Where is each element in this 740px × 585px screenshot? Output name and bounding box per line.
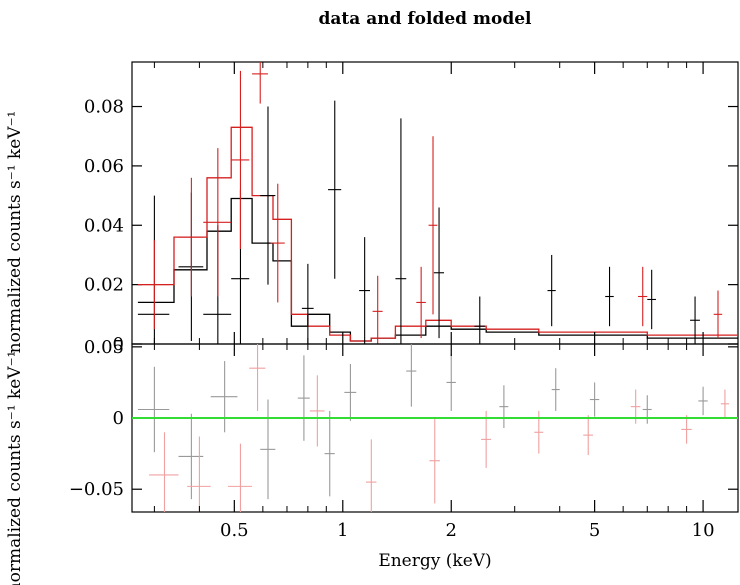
bottom-data-point-0 [137,366,170,453]
top-data-point-0 [301,263,314,344]
bottom-data-point-0 [260,399,276,500]
top-data-point-0 [137,195,170,344]
top-panel-frame [131,61,739,345]
chart-title: data and folded model [319,9,533,29]
x-tick-label: 0.5 [220,520,249,541]
bottom-y-axis-label: normalized counts s⁻¹ keV⁻¹ [5,351,25,585]
x-ticks: 0.5 1 2 5 10 [153,62,715,541]
bottom-data-point-0 [446,353,456,411]
top-data-point-0 [474,296,485,344]
bottom-data-point-1 [187,436,211,512]
bottom-data-point-0 [297,355,310,441]
top-data-point-1 [416,266,426,339]
top-data-point-0 [260,106,276,285]
bottom-data-point-1 [681,415,692,444]
bottom-data-point-0 [551,368,560,411]
top-data-point-1 [178,177,204,297]
top-data-point-0 [690,296,700,344]
bottom-data-point-0 [406,344,417,407]
bottom-ytick-label: 0.05 [84,337,124,358]
bottom-data-point-0 [210,361,238,433]
top-data-point-1 [252,62,268,104]
top-ytick-label: 0 [113,334,124,355]
top-data-point-0 [328,100,342,279]
x-axis-label: Energy (keV) [378,551,491,571]
top-data-points [137,62,723,344]
top-ytick-label: 0.06 [84,156,124,177]
top-data-point-1 [270,183,285,303]
bottom-data-point-0 [698,386,708,416]
top-y-ticks: 0 0.02 0.04 0.06 0.08 [84,97,738,355]
top-data-point-1 [428,136,438,315]
top-data-point-1 [231,70,250,250]
bottom-data-point-0 [344,363,357,421]
x-tick-label: 5 [589,520,600,541]
top-data-point-0 [395,118,407,344]
top-data-point-0 [359,237,371,344]
top-data-point-1 [137,240,170,330]
x-tick-label: 10 [692,520,715,541]
top-y-axis-label: normalized counts s⁻¹ keV⁻¹ [5,111,25,354]
bottom-data-point-0 [324,410,335,497]
top-data-point-1 [713,290,723,339]
bottom-data-point-1 [309,375,325,447]
bottom-data-points [137,344,729,512]
bottom-ytick-label: −0.05 [69,479,124,500]
bottom-data-point-1 [481,410,492,468]
x-tick-label: 2 [446,520,457,541]
bottom-data-point-0 [589,382,600,417]
bottom-data-point-0 [499,385,509,428]
top-ytick-label: 0.02 [84,275,124,296]
bottom-data-point-1 [227,443,253,512]
top-panel: 0 0.02 0.04 0.06 0.08 normalized counts s⁻¹ … [5,61,739,355]
top-data-point-0 [547,254,556,327]
top-data-point-0 [605,266,614,327]
top-data-point-0 [647,269,656,330]
bottom-data-point-1 [249,344,266,411]
top-model-steps [137,126,738,342]
top-ytick-label: 0.04 [84,215,124,236]
top-data-point-1 [372,275,383,344]
bottom-data-point-1 [583,415,594,456]
bottom-data-point-1 [720,389,729,419]
bottom-data-point-0 [642,395,652,424]
bottom-panel-frame [131,343,739,513]
top-data-point-1 [638,266,648,327]
top-ytick-label: 0.08 [84,97,124,118]
x-tick-label: 1 [337,520,348,541]
bottom-data-point-1 [429,418,440,504]
top-data-point-1 [203,148,232,297]
bottom-ytick-label: 0 [113,408,124,429]
bottom-data-point-1 [366,439,377,512]
model-step-line-1 [137,126,738,342]
bottom-data-point-1 [149,432,179,512]
top-data-point-0 [433,207,445,339]
model-step-line-0 [137,197,738,342]
